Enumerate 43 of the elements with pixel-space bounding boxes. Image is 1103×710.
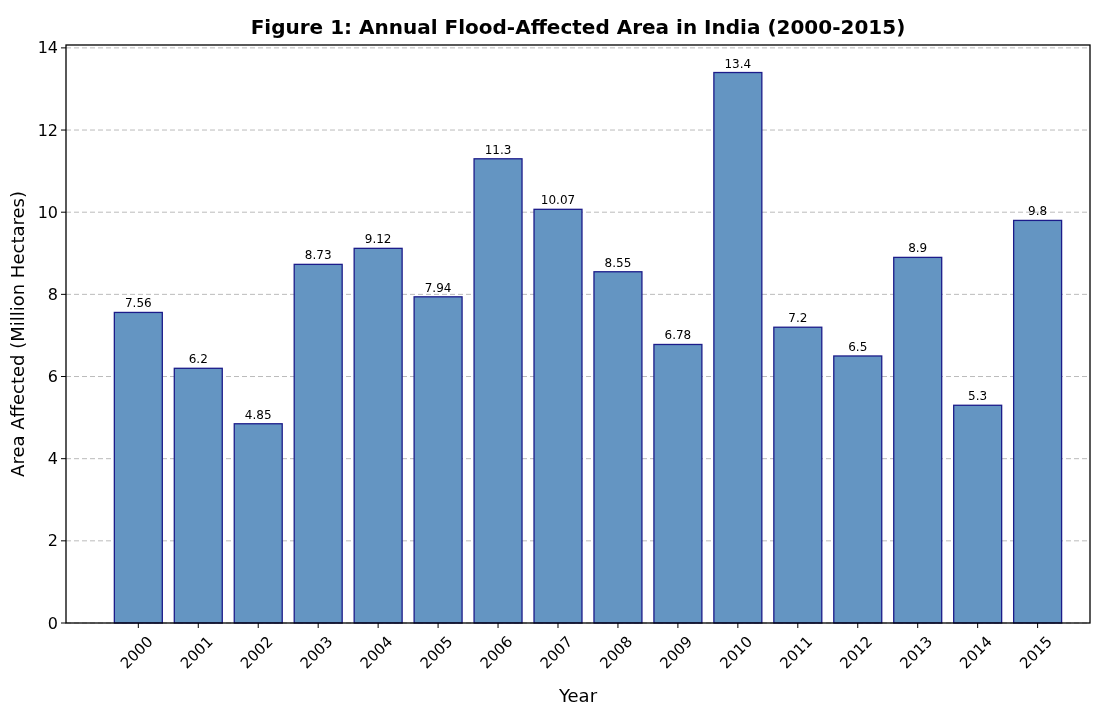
bar — [953, 404, 1003, 624]
bar — [833, 355, 883, 624]
bar — [353, 247, 403, 624]
data-label: 6.5 — [848, 339, 868, 354]
data-label: 4.85 — [244, 407, 272, 422]
bar — [893, 256, 943, 624]
y-tick-label: 10 — [37, 202, 58, 222]
bar — [713, 71, 763, 624]
data-label: 11.3 — [484, 142, 512, 157]
data-label: 6.2 — [188, 352, 208, 367]
data-label: 7.94 — [424, 280, 452, 295]
bar — [413, 296, 463, 624]
bar — [113, 311, 163, 624]
chart-title: Figure 1: Annual Flood-Affected Area in India (2000-2015) — [250, 15, 906, 39]
bar — [653, 343, 703, 624]
data-label: 8.9 — [908, 241, 928, 256]
bar — [173, 367, 223, 624]
y-tick-label: 0 — [47, 613, 58, 633]
bar — [1012, 219, 1063, 624]
data-label: 9.8 — [1028, 204, 1048, 219]
y-axis-title: Area Affected (Million Hectares) — [7, 191, 28, 477]
bar — [773, 326, 823, 624]
bar — [233, 423, 283, 624]
bar — [593, 271, 643, 624]
data-label: 13.4 — [724, 56, 752, 71]
data-label: 5.3 — [968, 389, 988, 404]
data-label: 10.07 — [540, 193, 576, 208]
y-tick-label: 14 — [37, 38, 58, 58]
bar — [473, 158, 523, 624]
y-tick-label: 2 — [47, 531, 58, 551]
y-tick-label: 4 — [47, 449, 58, 469]
data-label: 6.78 — [664, 328, 692, 343]
bar — [293, 263, 343, 624]
x-axis-title: Year — [557, 685, 598, 706]
y-tick-label: 8 — [47, 284, 58, 304]
data-label: 8.55 — [604, 255, 632, 270]
y-tick-label: 12 — [37, 120, 58, 140]
y-tick-label: 6 — [47, 367, 58, 387]
bar — [533, 208, 583, 624]
data-label: 7.2 — [788, 311, 808, 326]
data-label: 7.56 — [124, 296, 152, 311]
data-label: 9.12 — [364, 232, 392, 247]
data-label: 8.73 — [304, 248, 332, 263]
